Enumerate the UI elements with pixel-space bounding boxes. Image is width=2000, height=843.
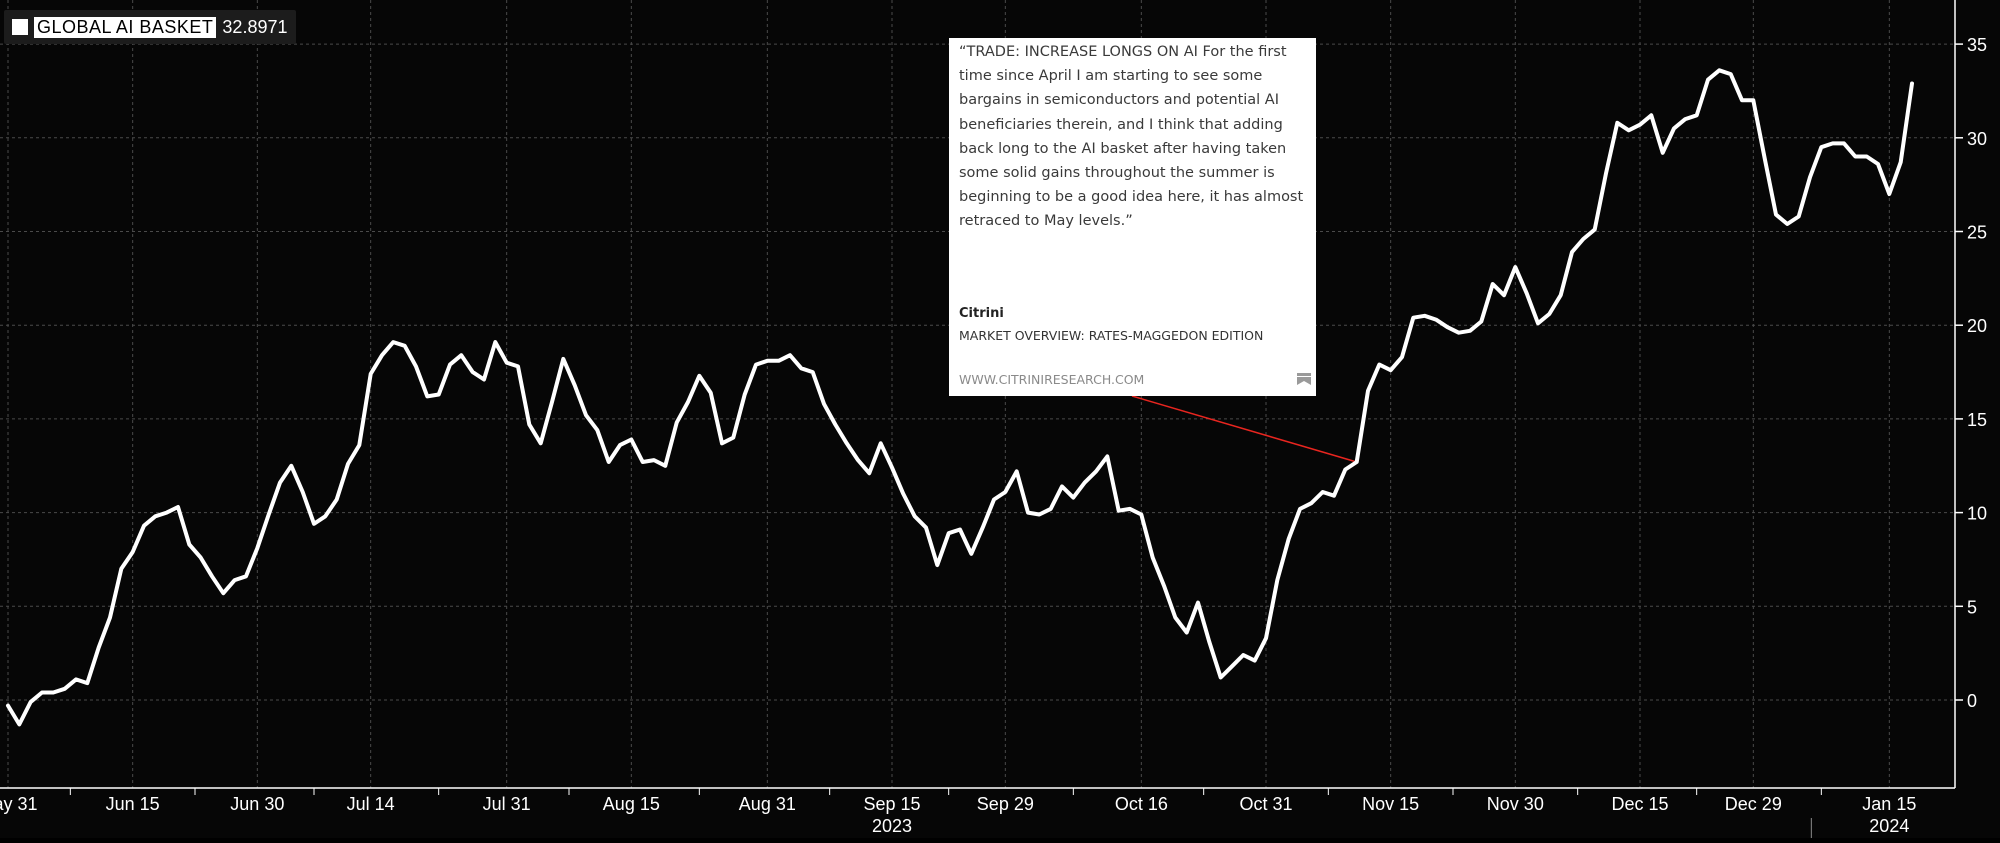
x-tick-label: Jul 31: [483, 794, 531, 814]
legend-swatch: [12, 19, 28, 35]
annotation-source: MARKET OVERVIEW: RATES-MAGGEDON EDITION: [959, 328, 1264, 343]
legend-last-value: 32.8971: [222, 16, 288, 37]
y-tick-label: 0: [1967, 691, 1977, 711]
annotation-pointer-line: [1131, 395, 1357, 463]
x-tick-label: Jun 30: [230, 794, 284, 814]
legend-series-name: GLOBAL AI BASKET: [34, 16, 217, 38]
annotation-pointer: [1131, 395, 1357, 463]
x-tick-label: Sep 29: [977, 794, 1034, 814]
x-tick-label: Nov 15: [1362, 794, 1419, 814]
series-lines: [6, 68, 1914, 727]
bookmark-icon[interactable]: [1296, 371, 1312, 387]
y-tick-label: 15: [1967, 410, 1987, 430]
x-tick-label: May 31: [0, 794, 38, 814]
legend[interactable]: GLOBAL AI BASKET 32.8971: [4, 10, 296, 44]
x-tick-label: Jul 14: [347, 794, 395, 814]
annotation-url[interactable]: WWW.CITRINIRESEARCH.COM: [959, 372, 1145, 387]
x-tick-label: Jan 15: [1862, 794, 1916, 814]
series-line-global-ai-basket: [6, 68, 1914, 727]
x-tick-label: Dec 15: [1611, 794, 1668, 814]
x-tick-label: Oct 31: [1239, 794, 1292, 814]
year-label: 2024: [1869, 816, 1909, 836]
x-tick-label: Sep 15: [863, 794, 920, 814]
x-tick-label: Aug 31: [739, 794, 796, 814]
x-tick-label: Oct 16: [1115, 794, 1168, 814]
y-tick-label: 30: [1967, 129, 1987, 149]
annotation-card[interactable]: “TRADE: INCREASE LONGS ON AI For the fir…: [949, 38, 1316, 396]
annotation-author: Citrini: [959, 306, 1004, 321]
x-tick-label: Jun 15: [106, 794, 160, 814]
annotation-quote: “TRADE: INCREASE LONGS ON AI For the fir…: [959, 44, 1304, 230]
y-tick-label: 5: [1967, 597, 1977, 617]
x-tick-label: Aug 15: [603, 794, 660, 814]
year-label: 2023: [872, 816, 912, 836]
y-tick-label: 35: [1967, 35, 1987, 55]
y-tick-label: 20: [1967, 316, 1987, 336]
x-tick-label: Dec 29: [1725, 794, 1782, 814]
y-tick-label: 10: [1967, 504, 1987, 524]
x-tick-label: Nov 30: [1487, 794, 1544, 814]
y-tick-label: 25: [1967, 223, 1987, 243]
